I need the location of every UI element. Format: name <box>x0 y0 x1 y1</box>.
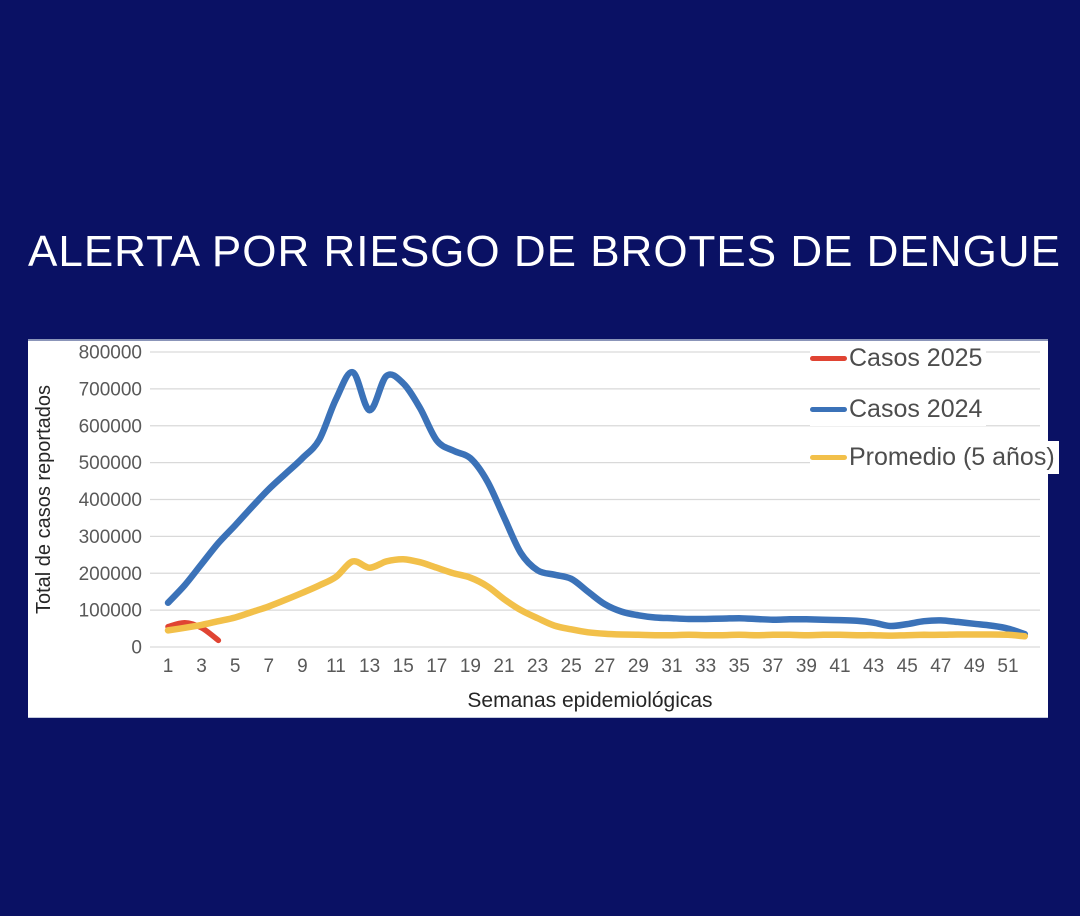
x-axis-tick-label: 51 <box>997 656 1018 677</box>
x-axis-tick-label: 11 <box>326 656 346 677</box>
x-axis-tick-label: 19 <box>460 656 481 677</box>
y-axis-tick-label: 400000 <box>79 490 142 511</box>
x-axis-tick-label: 35 <box>729 656 750 677</box>
x-axis-tick-label: 45 <box>897 656 918 677</box>
y-axis-tick-label: 300000 <box>79 527 142 548</box>
page-title: ALERTA POR RIESGO DE BROTES DE DENGUE <box>28 227 1061 276</box>
chart-card: 800000 700000 600000 500000 400000 300000 2000… <box>28 339 1059 718</box>
x-axis-tick-label: 33 <box>695 656 716 677</box>
x-axis-tick-label: 27 <box>594 656 615 677</box>
x-axis-tick-label: 17 <box>426 656 447 677</box>
x-axis-tick-label: 41 <box>829 656 850 677</box>
x-axis-tick-label: 37 <box>762 656 783 677</box>
x-axis-tick-label: 1 <box>163 656 174 677</box>
x-axis-tick-label: 3 <box>196 656 207 677</box>
x-axis-tick-label: 7 <box>264 656 275 677</box>
y-axis-tick-label: 700000 <box>79 379 142 400</box>
x-axis-tick-label: 5 <box>230 656 241 677</box>
y-axis-title: Total de casos reportados <box>33 385 55 614</box>
x-axis-tick-label: 15 <box>393 656 414 677</box>
x-axis-tick-label: 47 <box>930 656 951 677</box>
casos-2024-line <box>164 369 1029 638</box>
y-axis-tick-label: 500000 <box>79 453 142 474</box>
promedio-line <box>164 555 1029 640</box>
y-axis-tick-label: 100000 <box>79 601 142 622</box>
y-axis-tick-label: 800000 <box>79 343 142 364</box>
x-axis-tick-label: 31 <box>661 656 682 677</box>
x-axis-tick-label: 9 <box>297 656 308 677</box>
y-axis-tick-label: 200000 <box>79 564 142 585</box>
x-axis-tick-label: 49 <box>964 656 985 677</box>
y-axis-tick-label: 0 <box>131 638 142 659</box>
x-axis-title: Semanas epidemiológicas <box>467 689 712 712</box>
x-axis-tick-label: 25 <box>561 656 582 677</box>
x-axis-tick-label: 23 <box>527 656 548 677</box>
x-axis-tick-label: 39 <box>796 656 817 677</box>
x-axis-tick-label: 43 <box>863 656 884 677</box>
x-axis-tick-label: 13 <box>359 656 380 677</box>
y-axis-tick-label: 600000 <box>79 416 142 437</box>
dengue-cases-line-chart: 800000 700000 600000 500000 400000 300000 2000… <box>33 343 1040 712</box>
x-axis-tick-label: 29 <box>628 656 649 677</box>
x-axis-tick-label: 21 <box>493 656 514 677</box>
